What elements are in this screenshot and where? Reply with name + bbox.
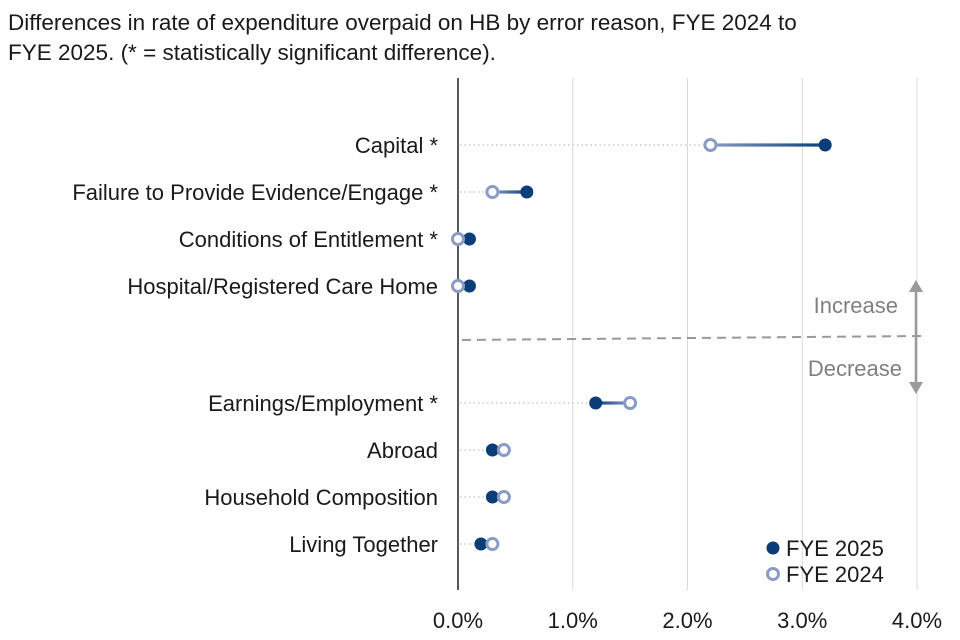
x-tick-label: 4.0%	[892, 608, 942, 633]
dumbbell-connector	[595, 401, 631, 405]
x-tick-label: 1.0%	[548, 608, 598, 633]
point-fye2024	[496, 443, 511, 457]
decrease-label: Decrease	[808, 356, 902, 381]
point-fye2024	[485, 185, 500, 199]
point-fye2024	[623, 396, 638, 410]
point-fye2025	[462, 279, 476, 293]
point-fye2024	[485, 537, 500, 551]
point-fye2025	[474, 537, 488, 551]
point-fye2025	[818, 138, 832, 152]
legend-marker-fye2024	[766, 567, 780, 581]
direction-arrow	[909, 280, 923, 394]
chart-title: Differences in rate of expenditure overp…	[8, 8, 948, 68]
legend-marker-fye2025	[766, 541, 780, 555]
legend: FYE 2025 FYE 2024	[766, 536, 884, 587]
chart-title-line-2: FYE 2025. (* = statistically significant…	[8, 40, 496, 65]
point-fye2025	[485, 443, 499, 457]
point-fye2024	[703, 138, 718, 152]
legend-label-fye2024: FYE 2024	[786, 562, 884, 587]
category-label: Earnings/Employment *	[208, 391, 438, 416]
point-fye2025	[462, 232, 476, 246]
dumbbell-connector	[710, 143, 826, 147]
point-fye2024	[451, 279, 465, 293]
point-fye2025	[589, 396, 603, 410]
point-fye2024	[496, 490, 511, 504]
category-label: Living Together	[289, 532, 438, 557]
gridlines	[572, 78, 918, 590]
chart-title-line-1: Differences in rate of expenditure overp…	[8, 10, 797, 35]
x-tick-label: 0.0%	[433, 608, 483, 633]
x-tick-label: 3.0%	[777, 608, 827, 633]
point-fye2025	[485, 490, 499, 504]
legend-label-fye2025: FYE 2025	[786, 536, 884, 561]
category-label: Hospital/Registered Care Home	[127, 274, 438, 299]
x-tick-label: 2.0%	[662, 608, 712, 633]
increase-label: Increase	[814, 293, 898, 318]
category-label: Household Composition	[204, 485, 438, 510]
x-tick-labels: 0.0% 1.0% 2.0% 3.0% 4.0%	[433, 608, 942, 633]
point-fye2025	[520, 185, 534, 199]
dumbbell-connector	[492, 190, 527, 194]
data-marks	[451, 138, 832, 551]
category-label: Failure to Provide Evidence/Engage *	[72, 180, 438, 205]
row-guides	[458, 144, 711, 545]
category-labels: Capital * Failure to Provide Evidence/Eng…	[72, 133, 438, 557]
increase-decrease-divider	[461, 335, 923, 341]
point-fye2024	[451, 232, 465, 246]
category-label: Abroad	[367, 438, 438, 463]
category-label: Conditions of Entitlement *	[179, 227, 439, 252]
category-label: Capital *	[355, 133, 439, 158]
